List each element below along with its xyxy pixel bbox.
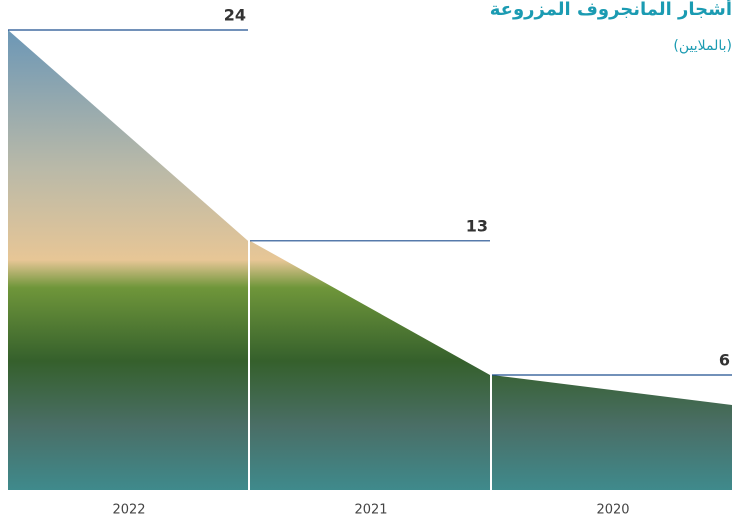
value-label: 24	[224, 6, 246, 25]
area-segment	[250, 241, 490, 490]
area-segment	[8, 30, 248, 490]
value-label: 6	[719, 351, 730, 370]
x-tick-label: 2022	[112, 503, 145, 518]
chart-subtitle: (بالملايين)	[673, 38, 732, 54]
x-tick-label: 2021	[354, 503, 387, 518]
chart: أشجار المانجروف المزروعة (بالملايين) 24 2…	[0, 0, 734, 523]
x-tick-label: 2020	[596, 503, 629, 518]
value-label: 13	[466, 216, 488, 235]
chart-title: أشجار المانجروف المزروعة	[490, 0, 732, 20]
area-segment	[492, 375, 732, 490]
